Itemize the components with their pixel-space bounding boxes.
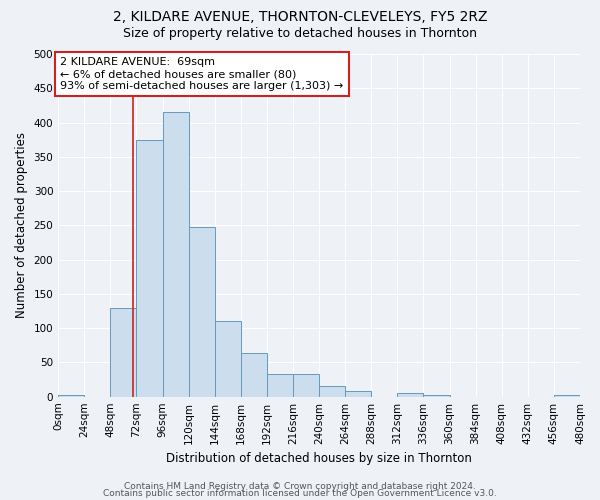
Text: Contains public sector information licensed under the Open Government Licence v3: Contains public sector information licen… xyxy=(103,490,497,498)
Bar xyxy=(136,140,163,396)
Bar xyxy=(554,394,580,396)
Bar xyxy=(110,308,136,396)
Text: Size of property relative to detached houses in Thornton: Size of property relative to detached ho… xyxy=(123,28,477,40)
Bar xyxy=(188,228,215,396)
Bar xyxy=(345,391,371,396)
Text: Contains HM Land Registry data © Crown copyright and database right 2024.: Contains HM Land Registry data © Crown c… xyxy=(124,482,476,491)
Text: 2, KILDARE AVENUE, THORNTON-CLEVELEYS, FY5 2RZ: 2, KILDARE AVENUE, THORNTON-CLEVELEYS, F… xyxy=(113,10,487,24)
Bar xyxy=(163,112,188,397)
Bar xyxy=(241,353,267,397)
Bar xyxy=(215,322,241,396)
X-axis label: Distribution of detached houses by size in Thornton: Distribution of detached houses by size … xyxy=(166,452,472,465)
Bar xyxy=(58,394,84,396)
Text: 2 KILDARE AVENUE:  69sqm
← 6% of detached houses are smaller (80)
93% of semi-de: 2 KILDARE AVENUE: 69sqm ← 6% of detached… xyxy=(61,58,344,90)
Bar xyxy=(267,374,293,396)
Bar xyxy=(293,374,319,396)
Bar xyxy=(319,386,345,396)
Y-axis label: Number of detached properties: Number of detached properties xyxy=(15,132,28,318)
Bar xyxy=(397,394,424,396)
